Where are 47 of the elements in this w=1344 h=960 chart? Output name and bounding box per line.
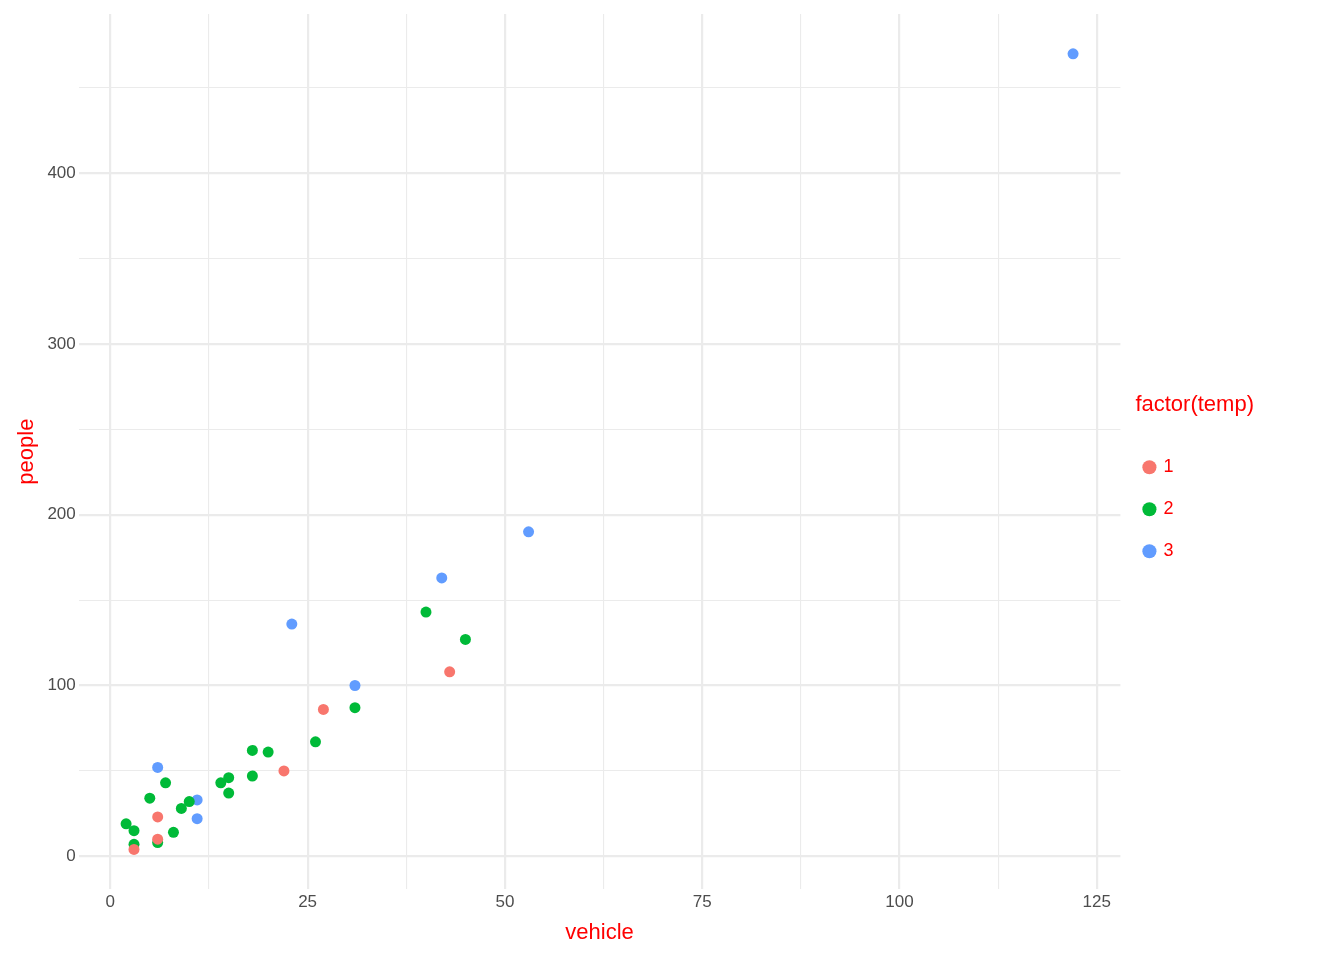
point	[152, 761, 164, 773]
legend-title: factor(temp)	[1135, 390, 1255, 416]
point	[459, 633, 471, 645]
point	[144, 792, 156, 804]
point	[317, 703, 329, 715]
legend-label: 2	[1163, 498, 1174, 519]
x-tick-label: 25	[298, 892, 318, 912]
point	[420, 606, 432, 618]
point	[223, 787, 235, 799]
point	[128, 843, 140, 855]
y-tick-label: 400	[47, 162, 76, 182]
legend-label: 1	[1163, 456, 1174, 477]
point	[436, 572, 448, 584]
point	[246, 744, 258, 756]
x-axis-title: vehicle	[565, 918, 634, 944]
point	[160, 777, 172, 789]
x-tick-label: 0	[105, 892, 116, 912]
point	[152, 811, 164, 823]
point	[349, 680, 361, 692]
y-tick-label: 300	[47, 333, 76, 353]
y-tick-label: 0	[66, 845, 76, 865]
point	[1067, 48, 1079, 60]
point	[120, 818, 132, 830]
point	[215, 777, 227, 789]
point	[444, 666, 456, 678]
y-axis-title: people	[13, 418, 39, 485]
point	[175, 802, 187, 814]
point	[262, 746, 274, 758]
point	[167, 826, 179, 838]
x-tick-label: 75	[692, 892, 712, 912]
point	[310, 736, 321, 748]
legend-label: 3	[1163, 540, 1174, 561]
point	[286, 618, 298, 630]
x-tick-label: 50	[495, 892, 515, 912]
point	[128, 825, 140, 837]
point	[278, 765, 290, 777]
y-tick-label: 200	[47, 504, 76, 524]
y-tick-label: 100	[47, 675, 76, 695]
point	[523, 526, 535, 538]
point	[349, 702, 361, 714]
point	[191, 813, 203, 825]
point	[152, 833, 164, 845]
x-tick-label: 100	[885, 892, 914, 912]
point	[246, 770, 258, 782]
x-tick-label: 125	[1082, 892, 1111, 912]
point	[183, 796, 195, 808]
point	[223, 772, 235, 784]
